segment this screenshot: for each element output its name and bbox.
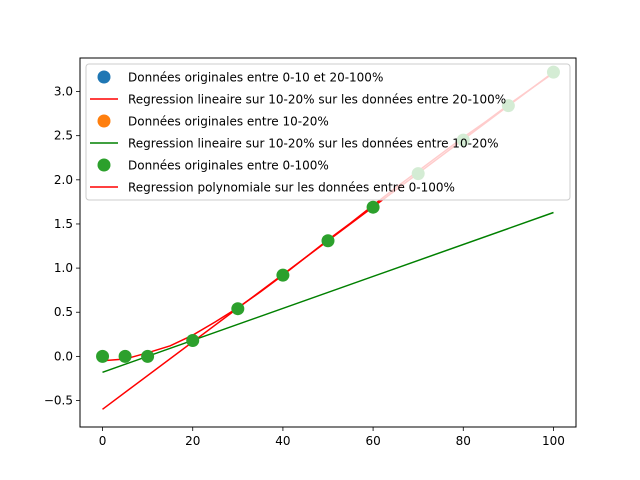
y-tick-label: 0.5 bbox=[54, 305, 73, 319]
data-point bbox=[366, 200, 380, 214]
data-point bbox=[231, 302, 245, 316]
legend-marker bbox=[97, 158, 111, 172]
x-tick-label: 60 bbox=[365, 434, 380, 448]
y-axis-ticks: −0.5 0.0 0.5 1.0 1.5 2.0 2.5 3.0 bbox=[44, 85, 80, 408]
data-point bbox=[276, 268, 290, 282]
y-tick-label: 3.0 bbox=[54, 85, 73, 99]
legend-box bbox=[85, 63, 571, 201]
data-point bbox=[96, 349, 110, 363]
y-tick-label: −0.5 bbox=[44, 394, 73, 408]
plot-frame bbox=[79, 57, 577, 428]
y-tick-label: 2.0 bbox=[54, 173, 73, 187]
y-tick-label: 0.0 bbox=[54, 349, 73, 363]
y-tick-label: 2.5 bbox=[54, 129, 73, 143]
legend: Données originales entre 0-10 et 20-100%… bbox=[85, 63, 571, 201]
x-tick-label: 20 bbox=[185, 434, 200, 448]
series-line-3 bbox=[102, 211, 554, 374]
legend-label: Données originales entre 0-100% bbox=[128, 159, 329, 173]
x-axis-ticks: 0 20 40 60 80 100 bbox=[99, 427, 565, 448]
legend-label: Regression lineaire sur 10-20% sur les d… bbox=[128, 93, 506, 107]
x-tick-label: 100 bbox=[542, 434, 565, 448]
data-point bbox=[321, 234, 335, 248]
data-point bbox=[118, 349, 132, 363]
x-tick-label: 40 bbox=[275, 434, 290, 448]
y-tick-label: 1.5 bbox=[54, 217, 73, 231]
legend-marker bbox=[97, 114, 111, 128]
x-tick-label: 80 bbox=[456, 434, 471, 448]
data-point bbox=[186, 333, 200, 347]
x-tick-label: 0 bbox=[99, 434, 107, 448]
legend-label: Regression lineaire sur 10-20% sur les d… bbox=[128, 137, 499, 151]
legend-label: Données originales entre 10-20% bbox=[128, 115, 329, 129]
y-tick-label: 1.0 bbox=[54, 261, 73, 275]
legend-marker bbox=[97, 70, 111, 84]
legend-label: Regression polynomiale sur les données e… bbox=[128, 181, 455, 195]
legend-label: Données originales entre 0-10 et 20-100% bbox=[128, 71, 383, 85]
data-point bbox=[141, 349, 155, 363]
